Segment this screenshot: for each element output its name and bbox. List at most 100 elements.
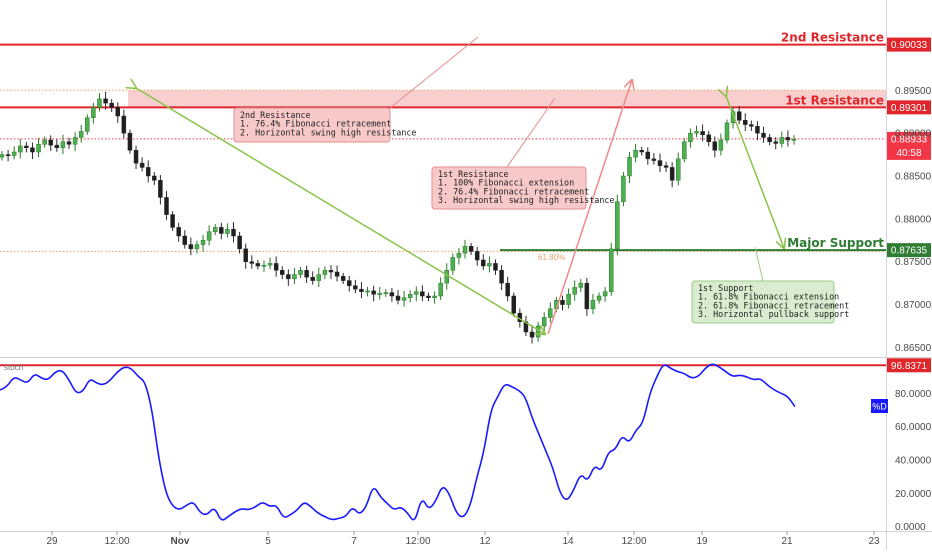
annotation-text: 2. 61.8% Fibonacci retracement (698, 300, 849, 310)
candle-body (133, 150, 139, 164)
candle-body (139, 162, 145, 168)
candle-body (743, 120, 748, 125)
osc-tick-label: 0.0000 (895, 522, 926, 533)
annotation-connector (754, 246, 764, 282)
price-panel: 61.80% (0, 43, 886, 344)
candle-body (304, 270, 309, 278)
time-tick-label: 5 (265, 536, 271, 547)
annotation-box (691, 280, 835, 324)
candle-body (718, 139, 724, 151)
candle-body (48, 139, 53, 146)
candle-body (682, 141, 687, 160)
current-price-text: 0.88933 (891, 134, 928, 145)
candle-body (694, 131, 699, 134)
candle-body (292, 274, 297, 280)
price-tick-label: 0.87000 (895, 300, 932, 311)
candle-body (633, 150, 638, 158)
annotation-box (233, 107, 391, 143)
series-tag (871, 399, 888, 413)
candle-body (78, 131, 84, 138)
candle-body (541, 317, 547, 327)
candle-body (377, 293, 382, 295)
candle-body (669, 167, 675, 181)
candle-body (170, 214, 175, 228)
candle-body (651, 158, 657, 161)
candle-body (791, 138, 797, 141)
candle-body (426, 295, 431, 298)
price-tick-label: 0.89500 (895, 86, 932, 97)
candle-body (194, 244, 200, 250)
candle-body (505, 282, 510, 297)
candle-body (11, 151, 17, 156)
trend-arrow-pullback (726, 96, 784, 248)
candle-body (456, 252, 462, 258)
candle-body (18, 145, 23, 153)
time-tick-label: Nov (171, 536, 190, 547)
candle-body (219, 227, 224, 234)
candle-body (560, 300, 565, 305)
candle-body (42, 139, 47, 145)
candle-body (109, 102, 114, 108)
level-price-tag-text: 0.87635 (891, 246, 928, 257)
candle-body (164, 197, 169, 215)
osc-tick-label: 40.0000 (895, 456, 932, 467)
candle-body (176, 227, 181, 237)
current-price-tag (887, 131, 931, 160)
candle-body (615, 201, 620, 250)
candle-body (566, 294, 571, 305)
candle-body (621, 175, 626, 202)
candle-body (474, 251, 480, 261)
candle-body (66, 141, 72, 145)
time-tick-label: 7 (351, 536, 357, 547)
stoch-d-line (0, 363, 796, 521)
candle-body (249, 261, 255, 264)
candle-body (548, 308, 553, 318)
time-tick-label: 14 (562, 536, 574, 547)
candle-body (85, 117, 90, 132)
osc-tick-label: 20.0000 (895, 489, 932, 500)
candle-body (706, 134, 711, 142)
candle-body (468, 246, 474, 252)
overbought-tag-text: 96.8371 (891, 361, 928, 372)
candle-body (353, 285, 358, 290)
time-tick-label: 23 (868, 536, 880, 547)
candle-body (0, 154, 5, 158)
candle-body (225, 228, 230, 234)
trend-arrow-up (547, 80, 632, 335)
annotation-text: 2nd Resistance (240, 110, 311, 120)
candle-body (5, 154, 11, 157)
candle-body (36, 144, 41, 153)
candle-body (401, 297, 407, 301)
resistance-zone (128, 90, 886, 108)
candle-body (97, 98, 102, 108)
trend-arrow-down (136, 88, 545, 334)
candle-body (243, 248, 248, 262)
candle-body (767, 137, 772, 142)
level-price-tag (887, 100, 931, 115)
oscillator-panel: stoch (0, 363, 886, 521)
candle-body (273, 263, 279, 271)
candle-body (499, 270, 504, 284)
candle-body (724, 122, 730, 141)
time-tick-label: 12:00 (405, 536, 430, 547)
level-label: 2nd Resistance (781, 31, 884, 45)
candle-body (200, 240, 206, 245)
annotation-text: 1st Resistance (438, 169, 509, 179)
candle-body (182, 235, 188, 245)
candle-body (395, 295, 401, 301)
series-tag-text: %D (872, 402, 887, 412)
candle-body (590, 300, 596, 310)
candle-body (91, 107, 96, 118)
candle-body (450, 257, 456, 271)
annotation-text: 1. 76.4% Fibonacci retracement (240, 119, 391, 129)
candle-body (298, 270, 303, 275)
candle-body (755, 126, 760, 134)
price-tick-label: 0.88500 (895, 172, 932, 183)
candle-body (432, 295, 437, 298)
candle-body (347, 280, 352, 286)
annotation-box (431, 166, 587, 210)
price-tick-label: 0.87500 (895, 257, 932, 268)
candle-body (663, 165, 669, 168)
indicator-name: stoch (4, 363, 23, 372)
